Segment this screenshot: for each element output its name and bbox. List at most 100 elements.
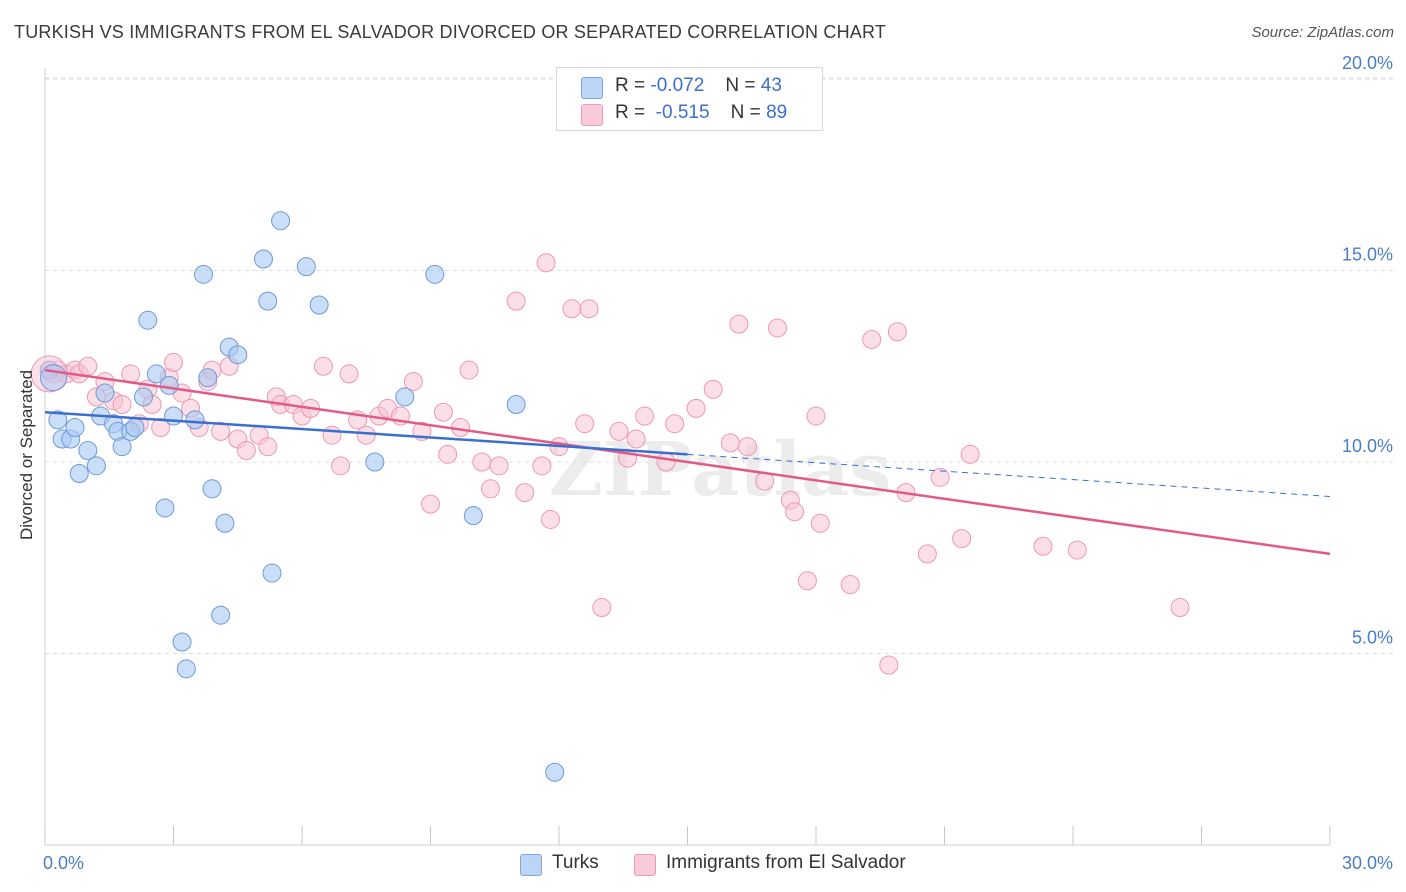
series-legend: Turks Immigrants from El Salvador — [0, 852, 1406, 878]
el-salvador-point — [515, 483, 535, 503]
el-salvador-point — [112, 395, 132, 415]
el-salvador-point — [592, 598, 612, 618]
turks-point — [425, 264, 445, 284]
turks-point — [228, 345, 248, 365]
turks-point — [138, 310, 158, 330]
el-salvador-point — [331, 456, 351, 476]
el-salvador-point — [421, 494, 440, 514]
el-salvador-swatch — [634, 854, 656, 876]
el-salvador-point — [720, 433, 740, 453]
turks-point — [193, 264, 213, 284]
turks-point — [506, 395, 526, 415]
y-tick-label: 20.0% — [1342, 53, 1393, 73]
y-axis-label: Divorced or Separated — [17, 369, 36, 541]
turks-point — [40, 364, 68, 392]
turks-point — [463, 506, 483, 526]
x-tick-label: 30.0% — [1342, 853, 1393, 873]
turks-point — [48, 410, 68, 430]
el-salvador-point — [1170, 598, 1190, 618]
el-salvador-point — [737, 437, 757, 457]
el-salvador-point — [211, 421, 231, 441]
watermark: ZIPatlas — [549, 427, 891, 513]
el-salvador-point — [806, 406, 826, 426]
turks-point — [215, 513, 235, 533]
el-salvador-trend-line — [44, 368, 1331, 556]
el-salvador-point — [626, 429, 646, 449]
el-salvador-point — [810, 513, 830, 533]
turks-point — [65, 418, 85, 438]
turks-point — [271, 211, 291, 231]
turks-swatch — [520, 854, 542, 876]
turks-point — [164, 406, 183, 426]
el-salvador-point — [258, 437, 278, 457]
el-salvador-point — [536, 253, 556, 273]
el-salvador-point — [78, 356, 98, 376]
legend-n-label: N = — [730, 102, 761, 123]
el-salvador-point — [862, 329, 882, 349]
el-salvador-point — [459, 360, 479, 380]
el-salvador-point — [532, 456, 552, 476]
el-salvador-point — [785, 502, 805, 522]
source-credit: Source: ZipAtlas.com — [1251, 24, 1394, 41]
turks-point — [146, 364, 166, 384]
turks-point — [86, 456, 106, 476]
el-salvador-point — [164, 352, 183, 372]
el-salvador-point — [313, 356, 333, 376]
turks-point — [69, 463, 89, 483]
el-salvador-point — [797, 571, 817, 591]
el-salvador-point — [656, 452, 676, 472]
turks-point — [176, 659, 196, 679]
legend-turks-stats: R = -0.072 N = 43 — [615, 75, 782, 97]
turks-point — [125, 418, 145, 438]
series-legend-el-salvador-label: Immigrants from El Salvador — [666, 852, 906, 873]
el-salvador-point — [686, 398, 706, 418]
y-tick-label: 15.0% — [1342, 245, 1393, 265]
el-salvador-point — [952, 529, 972, 549]
el-salvador-point — [506, 291, 526, 311]
el-salvador-point — [236, 441, 256, 461]
turks-swatch — [581, 77, 603, 99]
el-salvador-point — [703, 379, 723, 399]
turks-point — [545, 762, 565, 782]
legend-n-value: 43 — [760, 75, 782, 96]
turks-point — [253, 249, 273, 269]
turks-point — [78, 441, 98, 461]
legend-r-value: -0.515 — [655, 102, 710, 123]
el-salvador-point — [575, 414, 595, 434]
el-salvador-point — [356, 425, 376, 445]
el-salvador-point — [339, 364, 359, 384]
x-tick-label: 0.0% — [43, 853, 84, 873]
legend-r-value: -0.072 — [650, 75, 705, 96]
el-salvador-point — [1067, 540, 1087, 560]
el-salvador-point — [480, 479, 500, 499]
el-salvador-point — [767, 318, 787, 338]
turks-point — [95, 383, 115, 403]
el-salvador-point — [489, 456, 509, 476]
el-salvador-point — [665, 414, 685, 434]
el-salvador-point — [960, 444, 980, 464]
turks-point — [185, 410, 205, 430]
el-salvador-point — [609, 421, 629, 441]
el-salvador-point — [1033, 536, 1053, 556]
turks-point — [112, 437, 132, 457]
legend-r-label: R = — [615, 75, 646, 96]
chart-title: TURKISH VS IMMIGRANTS FROM EL SALVADOR D… — [14, 22, 887, 42]
turks-trend-extension — [687, 453, 1331, 497]
turks-point — [309, 295, 329, 315]
y-tick-label: 5.0% — [1352, 628, 1393, 648]
el-salvador-point — [840, 575, 860, 595]
turks-point — [258, 291, 278, 311]
el-salvador-point — [917, 544, 937, 564]
el-salvador-point — [887, 322, 907, 342]
turks-point — [262, 563, 282, 583]
el-salvador-point — [879, 655, 899, 675]
turks-point — [395, 387, 415, 407]
turks-point — [155, 498, 175, 518]
turks-trend-line — [44, 410, 688, 456]
el-salvador-point — [635, 406, 655, 426]
turks-point — [198, 368, 218, 388]
el-salvador-point — [322, 425, 342, 445]
turks-point — [296, 257, 316, 277]
el-salvador-point — [403, 372, 423, 392]
